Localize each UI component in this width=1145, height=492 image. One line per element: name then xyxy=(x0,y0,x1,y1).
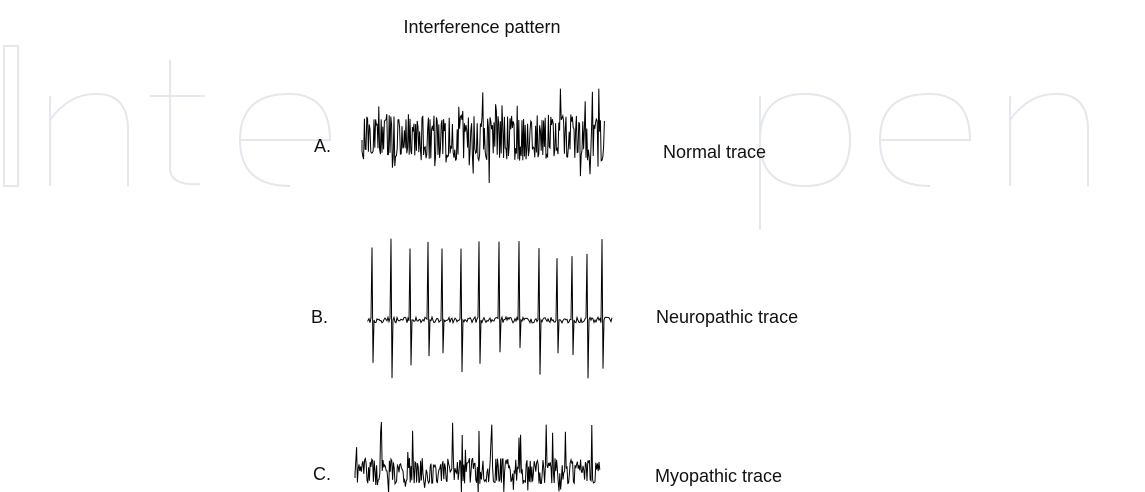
trace-label: Myopathic trace xyxy=(655,466,782,486)
watermark xyxy=(3,45,1089,230)
trace-label: Normal trace xyxy=(663,142,766,162)
trace-letter: B. xyxy=(311,307,328,327)
title: Interference pattern xyxy=(403,17,560,37)
trace-letter: A. xyxy=(314,136,331,156)
trace-letter: C. xyxy=(313,464,331,484)
trace-label: Neuropathic trace xyxy=(656,307,798,327)
emg-trace xyxy=(367,238,613,379)
emg-trace xyxy=(354,421,601,492)
emg-trace xyxy=(361,88,605,184)
